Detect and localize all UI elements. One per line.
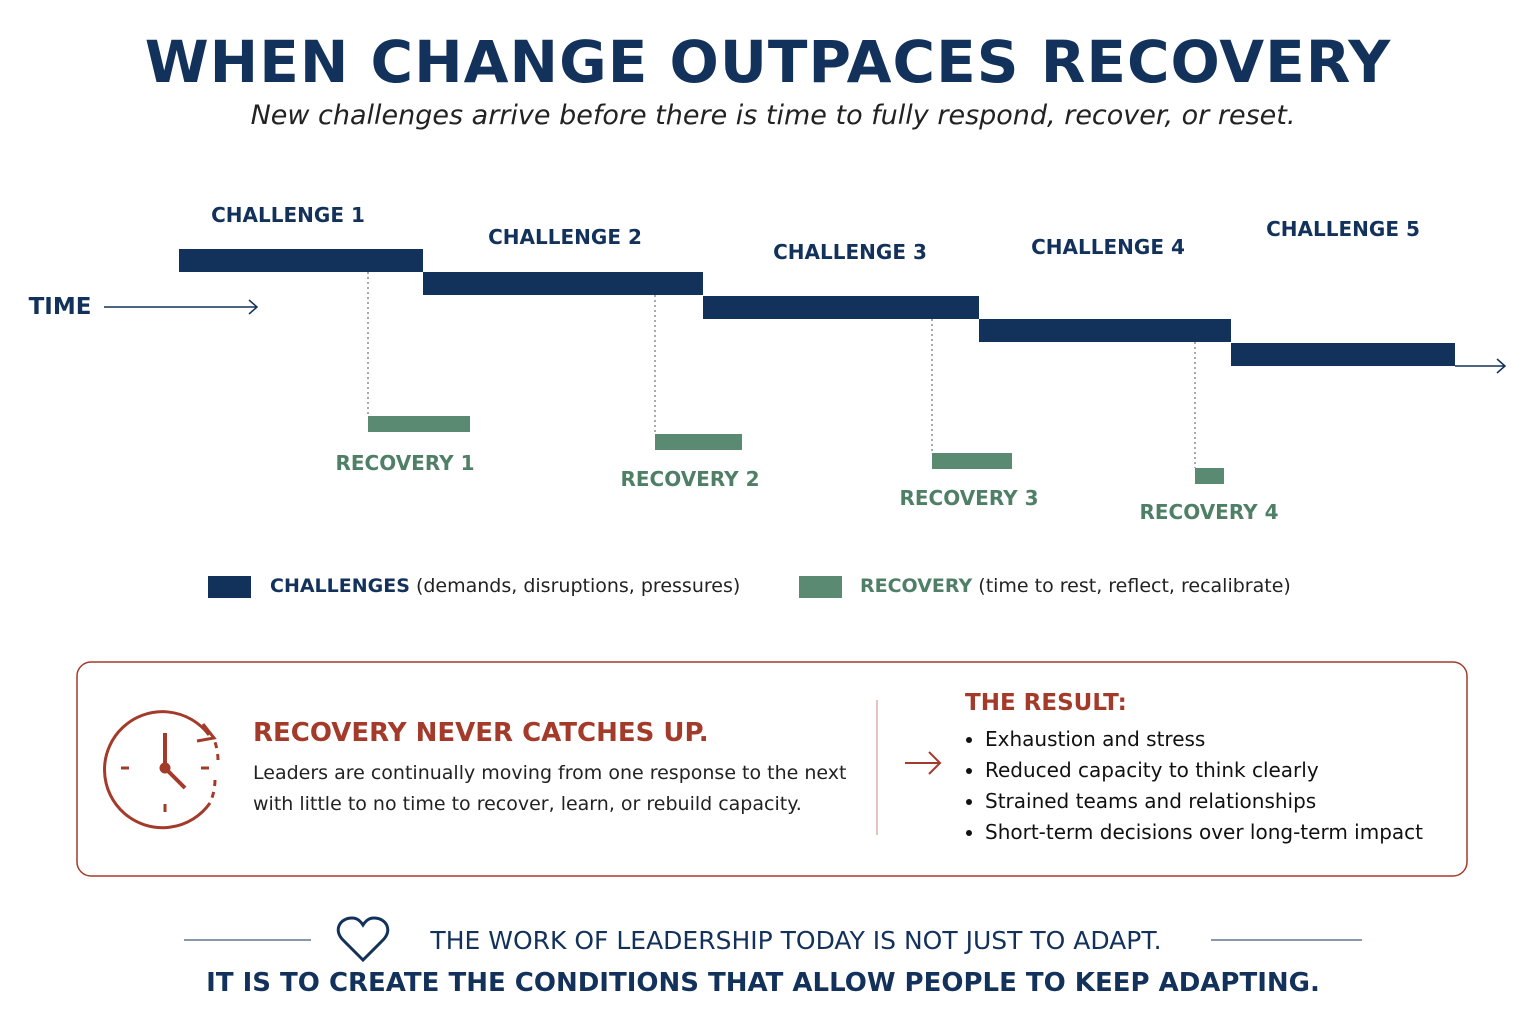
challenge-label: CHALLENGE 1	[211, 203, 365, 227]
recovery-bar	[368, 416, 470, 432]
arrows	[104, 299, 1507, 374]
title: WHEN CHANGE OUTPACES RECOVERY	[144, 28, 1392, 96]
legend-description: (time to rest, reflect, recalibrate)	[978, 575, 1291, 597]
legend-description: (demands, disruptions, pressures)	[415, 575, 741, 597]
challenge-bar	[179, 249, 423, 272]
recovery-label: RECOVERY 4	[1139, 500, 1279, 524]
recovery-label: RECOVERY 3	[899, 486, 1039, 510]
clock-icon	[103, 710, 220, 830]
recovery-label: RECOVERY 2	[620, 467, 760, 491]
result-arrow	[905, 751, 942, 775]
legend-name: RECOVERY	[860, 575, 973, 597]
recovery-label: RECOVERY 1	[335, 451, 475, 475]
challenge-label: CHALLENGE 3	[773, 240, 927, 264]
result-item: Strained teams and relationships	[985, 786, 1423, 817]
legend-name: CHALLENGES	[270, 575, 410, 597]
result-list: Exhaustion and stressReduced capacity to…	[965, 724, 1423, 848]
result-title: THE RESULT:	[965, 690, 1127, 716]
recovery-bar	[932, 453, 1012, 469]
subtitle: New challenges arrive before there is ti…	[250, 100, 1296, 131]
callout-heading: RECOVERY NEVER CATCHES UP.	[253, 718, 709, 748]
legend-entry: CHALLENGES (demands, disruptions, pressu…	[270, 575, 740, 597]
recovery-bar	[655, 434, 742, 450]
legend-swatch	[208, 576, 251, 598]
challenge-bar	[979, 319, 1231, 342]
challenge-bar	[1231, 343, 1455, 366]
callout-body: Leaders are continually moving from one …	[253, 762, 847, 815]
challenge-bar	[703, 296, 979, 319]
challenge-label: CHALLENGE 5	[1266, 217, 1420, 241]
legend-entry: RECOVERY (time to rest, reflect, recalib…	[860, 575, 1291, 597]
legend-swatch	[799, 576, 842, 598]
result-item: Short-term decisions over long-term impa…	[985, 817, 1423, 848]
time-arrow	[104, 299, 259, 315]
result-item: Exhaustion and stress	[985, 724, 1423, 755]
footer-line: IT IS TO CREATE THE CONDITIONS THAT ALLO…	[206, 968, 1320, 998]
end-arrow	[1455, 358, 1507, 374]
axis-label: TIME	[28, 294, 92, 320]
callout-box	[76, 661, 1468, 877]
result-item: Reduced capacity to think clearly	[985, 755, 1423, 786]
connectors	[367, 272, 1196, 468]
heart-icon	[336, 916, 390, 963]
recovery-bars	[368, 416, 1224, 484]
challenge-label: CHALLENGE 4	[1031, 235, 1185, 259]
recovery-bar	[1195, 468, 1224, 484]
challenge-bars	[179, 249, 1455, 366]
footer-line: THE WORK OF LEADERSHIP TODAY IS NOT JUST…	[430, 926, 1162, 955]
challenge-label: CHALLENGE 2	[488, 225, 642, 249]
challenge-bar	[423, 272, 703, 295]
